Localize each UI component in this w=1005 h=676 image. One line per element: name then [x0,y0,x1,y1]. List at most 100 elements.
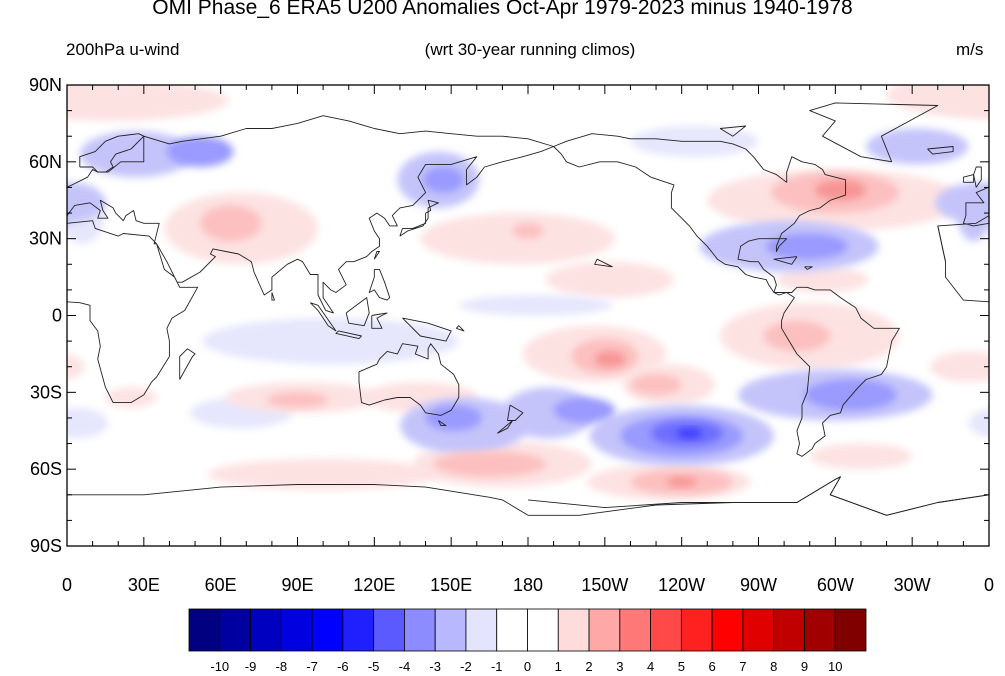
colorbar-box [465,608,498,652]
coastline [335,330,362,340]
lon-tick-label: 150E [430,575,472,595]
anomaly-blob [200,205,262,242]
colorbar-tick-label: -8 [276,659,288,674]
anomaly-blob [766,233,849,260]
coastline [16,226,24,262]
colorbar-tick-label: -7 [306,659,318,674]
colorbar-box [588,608,621,652]
colorbar-box [250,608,282,652]
anomaly-blob [422,166,464,193]
anomaly-blob [804,379,897,411]
coastline [962,174,975,183]
coastline [937,225,946,262]
colorbar-tick-label: 9 [801,659,808,674]
coastline [594,258,613,268]
lon-tick-label: 30W [894,575,931,595]
anomaly-blob [266,392,329,408]
colorbar-box [527,608,559,652]
lon-tick-label: 0 [984,575,994,595]
anomaly-blob [420,213,616,265]
lat-tick-label: 30S [30,382,62,402]
coastline [179,348,196,380]
colorbar-tick-label: 0 [524,659,531,674]
coastline [309,302,337,332]
lat-tick-label: 30N [29,229,62,249]
lon-tick-label: 0 [62,575,72,595]
anomaly-blob [512,223,544,239]
coastline [79,133,145,173]
colorbar-box [342,608,375,652]
anomaly-blob [425,405,482,431]
coastline [0,103,16,162]
coastline [6,147,32,155]
anomaly-blob [630,374,682,395]
lon-tick-label: 150W [581,575,628,595]
coastline [497,420,514,434]
colorbar-tick-label: -10 [210,659,229,674]
colorbar-tick-label: 1 [555,659,562,674]
figure-title: OMI Phase_6 ERA5 U200 Anomalies Oct-Apr … [152,0,853,19]
anomaly-blob [935,182,989,224]
colorbar-box [219,608,251,652]
coastline [528,476,989,516]
colorbar-box [280,608,313,652]
anomaly-blob [594,351,626,367]
colorbar-box [742,608,775,652]
colorbar-tick-label: 4 [647,659,654,674]
coastline [719,125,747,137]
anomaly-blob [866,128,969,165]
colorbar-tick-label: 2 [585,659,592,674]
coastline [455,325,465,332]
left-subtitle: 200hPa u-wind [66,40,180,59]
coastline [507,404,524,421]
lon-tick-label: 60W [817,575,854,595]
coastline [41,175,51,183]
colorbar-tick-label: -3 [429,659,441,674]
colorbar-tick-label: 5 [678,659,685,674]
colorbar-box [434,608,467,652]
anomaly-blob [809,443,913,470]
lon-tick-label: 180 [513,575,543,595]
anomaly-blob [0,369,11,420]
colorbar-box [557,608,590,652]
colorbar-tick-label: -1 [491,659,503,674]
latitude-labels: 90N 60N 30N 0 30S 60S 90S [29,75,62,556]
anomaly-blob [763,320,831,352]
colorbar-box [711,608,744,652]
anomaly-blob [553,397,616,424]
coastline [437,420,447,427]
colorbar-tick-label: -6 [337,659,349,674]
colorbar-labels: -10 -9 -8 -7 -6 -5 -4 -3 -2 -1 0 1 2 3 4 5 6 7 8 9 10 [210,659,842,674]
anomaly-blob [776,266,869,293]
colorbar-box [834,608,867,652]
lat-tick-label: 90S [30,536,62,556]
anomaly-blob [67,85,119,115]
colorbar-tick-label: 8 [770,659,777,674]
lon-tick-label: 90E [281,575,313,595]
anomaly-blob [930,351,989,383]
colorbar-box [311,608,344,652]
coastline [345,297,370,327]
coastline [804,266,813,270]
colorbar-box [773,608,805,652]
lon-tick-label: 120W [658,575,705,595]
colorbar-box [804,608,836,652]
coastline [927,146,954,155]
axis-ticks [66,84,990,547]
colorbar-tick-label: -2 [460,659,472,674]
coastline [773,256,798,265]
anomaly-blob [105,387,157,408]
coastline [399,199,439,237]
lat-tick-label: 0 [52,306,62,326]
anomaly-blob [458,295,613,316]
coastline [358,343,460,416]
coastline [368,268,391,301]
anomaly-blob [202,318,459,365]
lon-tick-label: 90W [740,575,777,595]
colorbar [188,608,867,652]
longitude-labels: 0 30E 60E 90E 120E 150E 180 150W 120W 90W 60W 30W 0 [62,575,994,595]
lat-tick-label: 60S [30,459,62,479]
anomaly-blob [433,451,546,477]
anomaly-shading [0,85,989,500]
